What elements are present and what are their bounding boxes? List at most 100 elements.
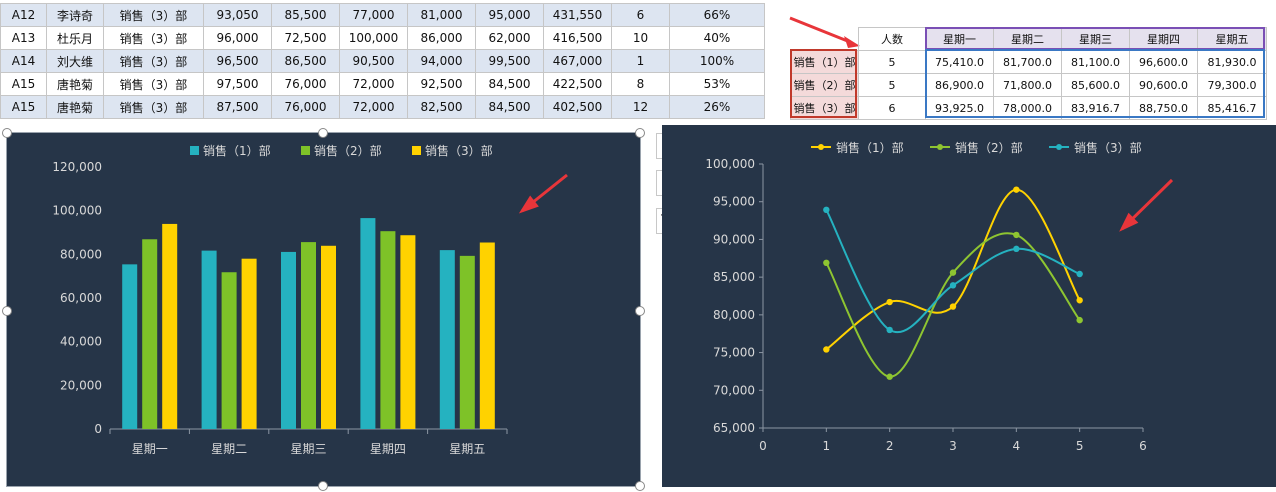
- table-cell[interactable]: 82,500: [407, 95, 476, 119]
- table-cell[interactable]: 12: [611, 95, 670, 119]
- resize-handle[interactable]: [2, 128, 12, 138]
- resize-handle[interactable]: [318, 128, 328, 138]
- table-cell[interactable]: 100%: [669, 49, 765, 73]
- table-cell[interactable]: 95,000: [475, 3, 544, 27]
- resize-handle[interactable]: [635, 306, 645, 316]
- summary-cell[interactable]: 75,410.0: [925, 50, 994, 74]
- table-cell[interactable]: 100,000: [339, 26, 408, 50]
- table-cell[interactable]: 97,500: [203, 72, 272, 96]
- table-cell[interactable]: 62,000: [475, 26, 544, 50]
- resize-handle[interactable]: [635, 481, 645, 491]
- table-cell[interactable]: 93,050: [203, 3, 272, 27]
- summary-header-cell[interactable]: 星期三: [1061, 27, 1130, 51]
- table-cell[interactable]: 李诗奇: [46, 3, 104, 27]
- table-cell[interactable]: 72,000: [339, 72, 408, 96]
- table-cell[interactable]: A13: [0, 26, 47, 50]
- bar: [459, 255, 475, 429]
- summary-header-cell[interactable]: 星期五: [1197, 27, 1267, 51]
- table-cell[interactable]: 467,000: [543, 49, 612, 73]
- table-cell[interactable]: 6: [611, 3, 670, 27]
- table-row: A15 唐艳菊 销售（3）部 87,500 76,000 72,000 82,500 84,5…: [0, 95, 765, 119]
- table-cell[interactable]: 66%: [669, 3, 765, 27]
- table-cell[interactable]: 431,550: [543, 3, 612, 27]
- resize-handle[interactable]: [318, 481, 328, 491]
- summary-cell[interactable]: 81,930.0: [1197, 50, 1267, 74]
- summary-cell[interactable]: 86,900.0: [925, 73, 994, 97]
- resize-handle[interactable]: [2, 306, 12, 316]
- table-cell[interactable]: 72,000: [339, 95, 408, 119]
- table-cell[interactable]: 90,500: [339, 49, 408, 73]
- table-cell[interactable]: A12: [0, 3, 47, 27]
- summary-cell[interactable]: 96,600.0: [1129, 50, 1198, 74]
- table-cell[interactable]: 422,500: [543, 72, 612, 96]
- table-cell[interactable]: 77,000: [339, 3, 408, 27]
- table-cell[interactable]: 40%: [669, 26, 765, 50]
- summary-header-cell[interactable]: 人数: [858, 27, 926, 51]
- summary-cell[interactable]: 90,600.0: [1129, 73, 1198, 97]
- summary-header-cell[interactable]: 星期四: [1129, 27, 1198, 51]
- table-cell[interactable]: 销售（3）部: [103, 49, 204, 73]
- summary-cell[interactable]: 85,416.7: [1197, 96, 1267, 120]
- summary-cell[interactable]: 93,925.0: [925, 96, 994, 120]
- summary-row-label[interactable]: 销售（2）部: [790, 73, 859, 97]
- summary-cell[interactable]: 71,800.0: [993, 73, 1062, 97]
- table-cell[interactable]: 销售（3）部: [103, 26, 204, 50]
- bar-chart[interactable]: 0 20,000 40,000 60,000 80,000 100,000 120,000 星…: [6, 132, 641, 487]
- summary-cell[interactable]: 5: [858, 73, 926, 97]
- summary-header-cell[interactable]: 星期二: [993, 27, 1062, 51]
- summary-header-cell[interactable]: 星期一: [925, 27, 994, 51]
- data-point: [949, 269, 957, 276]
- summary-row-label[interactable]: 销售（1）部: [790, 50, 859, 74]
- summary-cell[interactable]: 81,100.0: [1061, 50, 1130, 74]
- bar: [321, 245, 336, 429]
- summary-cell[interactable]: 88,750.0: [1129, 96, 1198, 120]
- table-cell[interactable]: 96,500: [203, 49, 272, 73]
- table-cell[interactable]: 85,500: [271, 3, 340, 27]
- table-cell[interactable]: 72,500: [271, 26, 340, 50]
- x-tick-label: 星期三: [290, 442, 326, 456]
- table-cell[interactable]: A14: [0, 49, 47, 73]
- line-chart[interactable]: 65,000 70,000 75,000 80,000 85,000 90,000 95,0…: [662, 125, 1276, 487]
- line-chart-svg: 65,000 70,000 75,000 80,000 85,000 90,000 95,0…: [705, 140, 1174, 453]
- table-cell[interactable]: 87,500: [203, 95, 272, 119]
- table-cell[interactable]: 唐艳菊: [46, 95, 104, 119]
- table-cell[interactable]: 53%: [669, 72, 765, 96]
- table-cell[interactable]: 唐艳菊: [46, 72, 104, 96]
- table-cell[interactable]: 刘大维: [46, 49, 104, 73]
- table-cell[interactable]: A15: [0, 95, 47, 119]
- summary-cell[interactable]: 6: [858, 96, 926, 120]
- summary-cell[interactable]: 79,300.0: [1197, 73, 1267, 97]
- summary-cell[interactable]: 5: [858, 50, 926, 74]
- table-cell[interactable]: 10: [611, 26, 670, 50]
- summary-cell[interactable]: 81,700.0: [993, 50, 1062, 74]
- table-cell[interactable]: 81,000: [407, 3, 476, 27]
- table-cell[interactable]: 84,500: [475, 95, 544, 119]
- table-cell[interactable]: 94,000: [407, 49, 476, 73]
- table-cell[interactable]: 76,000: [271, 95, 340, 119]
- table-cell[interactable]: 76,000: [271, 72, 340, 96]
- table-cell[interactable]: 销售（3）部: [103, 3, 204, 27]
- table-cell[interactable]: 99,500: [475, 49, 544, 73]
- summary-row-label[interactable]: 销售（3）部: [790, 96, 859, 120]
- table-cell[interactable]: 8: [611, 72, 670, 96]
- table-cell[interactable]: 92,500: [407, 72, 476, 96]
- table-cell[interactable]: A15: [0, 72, 47, 96]
- table-cell[interactable]: 26%: [669, 95, 765, 119]
- table-cell[interactable]: 杜乐月: [46, 26, 104, 50]
- summary-cell[interactable]: 78,000.0: [993, 96, 1062, 120]
- table-cell[interactable]: 416,500: [543, 26, 612, 50]
- table-cell[interactable]: 86,500: [271, 49, 340, 73]
- table-cell[interactable]: 销售（3）部: [103, 95, 204, 119]
- summary-cell[interactable]: 85,600.0: [1061, 73, 1130, 97]
- table-row: A14 刘大维 销售（3）部 96,500 86,500 90,500 94,000 99,5…: [0, 49, 765, 73]
- summary-cell[interactable]: 83,916.7: [1061, 96, 1130, 120]
- table-cell[interactable]: 1: [611, 49, 670, 73]
- table-cell[interactable]: 84,500: [475, 72, 544, 96]
- legend-label: 销售（3）部: [425, 143, 493, 158]
- table-cell[interactable]: 86,000: [407, 26, 476, 50]
- table-cell[interactable]: 96,000: [203, 26, 272, 50]
- x-tick-label: 0: [759, 439, 767, 453]
- table-cell[interactable]: 402,500: [543, 95, 612, 119]
- table-cell[interactable]: 销售（3）部: [103, 72, 204, 96]
- resize-handle[interactable]: [635, 128, 645, 138]
